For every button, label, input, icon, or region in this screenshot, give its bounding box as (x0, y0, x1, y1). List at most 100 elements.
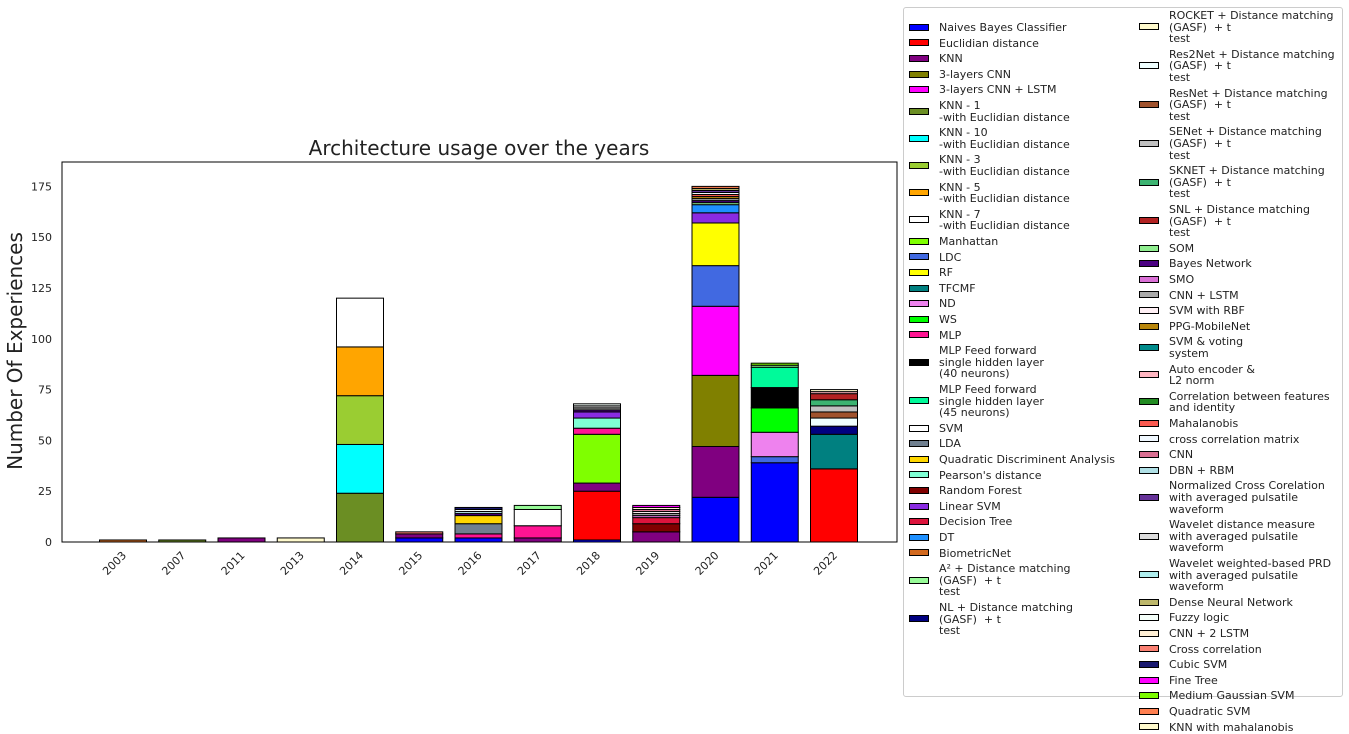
bar-segment-2020-series-3 (691, 374, 740, 447)
legend-swatch (909, 86, 929, 94)
legend-swatch (909, 471, 929, 479)
legend-label: A² + Distance matching (GASF) + t test (939, 562, 1071, 599)
legend-label: Quadratic Discriminent Analysis (939, 453, 1116, 466)
legend-swatch (1139, 100, 1159, 108)
legend-label: Fine Tree (1169, 673, 1218, 687)
bar-segment-2011-series-2 (217, 537, 266, 543)
legend-swatch (1139, 23, 1159, 31)
legend-swatch (1139, 676, 1159, 684)
bar-segment-2017-series-28 (513, 504, 562, 510)
bar-segment-2018-series-24 (573, 411, 621, 419)
legend-swatch (909, 189, 929, 197)
y-tick-label: 100 (31, 333, 52, 346)
bar-segment-2019-series-25 (632, 517, 681, 525)
legend-swatch (909, 424, 929, 432)
legend-label: Mahalanobis (1169, 417, 1239, 430)
legend-label: Auto encoder & L2 norm (1169, 362, 1255, 388)
y-tick-label: 150 (31, 231, 52, 244)
legend-swatch (909, 268, 929, 276)
legend-swatch (909, 23, 929, 31)
legend-label: ROCKET + Distance matching (GASF) + t te… (1169, 9, 1334, 46)
plot-frame (61, 161, 898, 543)
legend-swatch (1139, 217, 1159, 225)
legend: Naives Bayes Classifier Euclidian distanc… (903, 7, 1343, 733)
legend-label: SENet + Distance matching (GASF) + t tes… (1169, 125, 1322, 162)
y-tick-label: 175 (31, 180, 52, 193)
legend-label: Linear SVM (939, 499, 1001, 513)
legend-label: Bayes Network (1169, 257, 1252, 271)
x-tick-label: 2020 (693, 549, 722, 578)
legend-swatch (909, 486, 929, 494)
legend-swatch (1139, 723, 1159, 731)
bar-segment-2021-series-17 (750, 387, 799, 409)
legend-swatch (909, 39, 929, 47)
legend-label: Quadratic SVM (1169, 705, 1251, 718)
legend-swatch (909, 237, 929, 245)
legend-label: RF (939, 266, 953, 280)
bar-segment-2022-series-1 (810, 468, 858, 543)
y-tick-label: 75 (38, 384, 52, 397)
bar-segment-2016-series-56 (454, 506, 503, 510)
legend-swatch (909, 216, 929, 224)
legend-swatch (1139, 343, 1159, 351)
bar-segment-2022-series-29 (810, 425, 858, 435)
legend-swatch (1139, 419, 1159, 427)
bar-segment-2022-series-31 (810, 417, 858, 427)
legend-label: WS (939, 313, 957, 326)
legend-label: SOM (1169, 241, 1195, 255)
y-tick-label: 25 (38, 485, 52, 498)
legend-swatch (1139, 244, 1159, 252)
bar-segment-2020-series-4 (691, 305, 740, 376)
legend-swatch (909, 134, 929, 142)
bar-segment-2014-series-7 (336, 395, 384, 445)
legend-swatch (1139, 398, 1159, 406)
bar-segment-2019-series-23 (632, 523, 681, 533)
legend-swatch (909, 331, 929, 339)
legend-label: DBN + RBM (1169, 463, 1235, 477)
bar-segment-2016-series-16 (454, 533, 503, 539)
bar-segment-2018-series-1 (573, 490, 621, 541)
bar-segment-2021-series-18 (750, 366, 799, 389)
x-tick-label: 2016 (456, 549, 485, 578)
legend-swatch (909, 533, 929, 541)
bar-segment-2014-series-8 (336, 346, 384, 397)
legend-swatch (1139, 435, 1159, 443)
legend-swatch (1139, 306, 1159, 314)
legend-swatch (1139, 178, 1159, 186)
legend-label: KNN (939, 52, 963, 66)
legend-label: MLP Feed forward single hidden layer (45… (939, 383, 1044, 420)
bar-segment-2017-series-19 (513, 508, 562, 527)
legend-label: Fuzzy logic (1169, 611, 1230, 625)
legend-swatch (1139, 660, 1159, 668)
legend-label: 3-layers CNN (939, 67, 1011, 81)
bar-segment-2021-series-58 (750, 362, 799, 366)
bar-segment-2022-series-60 (810, 389, 858, 393)
legend-label: Wavelet weighted-based PRD with averaged… (1169, 557, 1332, 594)
bar-segment-2018-series-22 (573, 417, 621, 429)
x-tick-label: 2013 (278, 549, 307, 578)
legend-swatch (909, 284, 929, 292)
bar-segment-2022-series-33 (810, 405, 858, 413)
y-axis-label: Number Of Experiences (3, 232, 27, 470)
legend-label: 3-layers CNN + LSTM (939, 83, 1057, 97)
bar-segment-2019-series-57 (632, 504, 681, 508)
x-tick-label: 2022 (811, 549, 840, 578)
legend-swatch (909, 502, 929, 510)
x-tick-label: 2007 (159, 549, 188, 578)
legend-swatch (909, 107, 929, 115)
legend-label: MLP Feed forward single hidden layer (40… (939, 344, 1044, 381)
bar-segment-2018-series-16 (573, 427, 621, 435)
legend-label: KNN - 5 -with Euclidian distance (939, 180, 1070, 206)
bar-segment-2022-series-32 (810, 411, 858, 419)
bar-segment-2021-series-11 (750, 456, 799, 464)
legend-swatch (1139, 629, 1159, 637)
legend-label: Wavelet distance measure with averaged p… (1169, 518, 1315, 555)
legend-swatch (909, 161, 929, 169)
legend-swatch (1139, 493, 1159, 501)
legend-swatch (909, 358, 929, 366)
x-tick-label: 2019 (633, 549, 662, 578)
bar-segment-2020-series-24 (691, 212, 740, 224)
legend-label: TFCMF (939, 281, 976, 295)
legend-label: KNN with mahalanobis (1169, 720, 1294, 734)
legend-label: DT (939, 531, 955, 544)
